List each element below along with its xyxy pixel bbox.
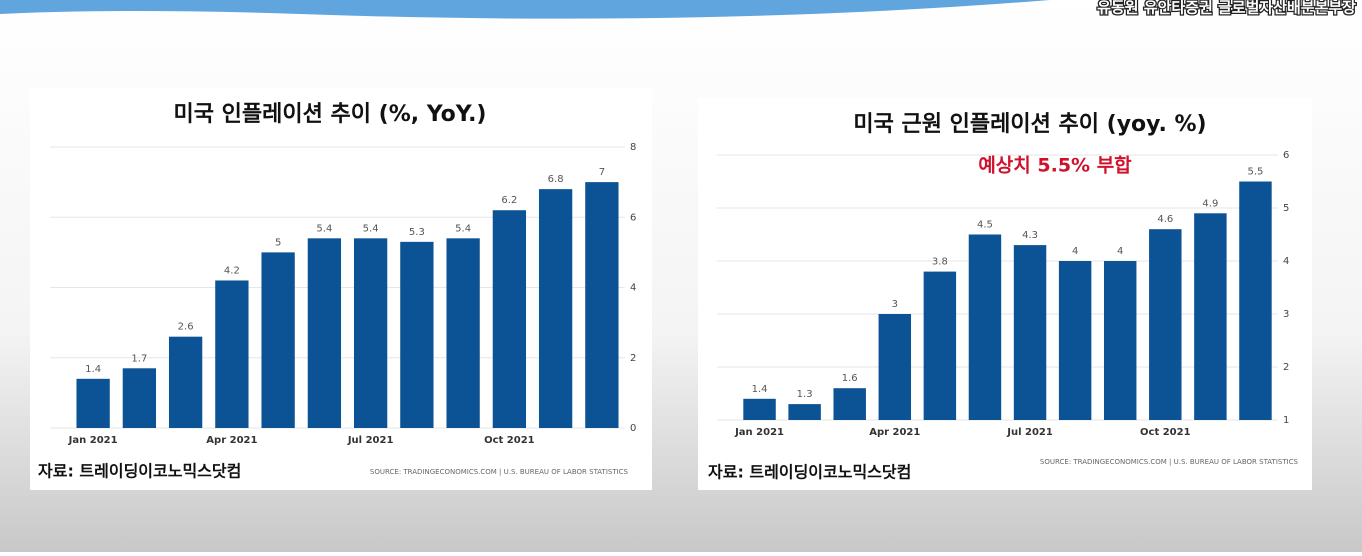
value-label: 1.6 (842, 373, 858, 384)
y-tick-label: 8 (630, 142, 636, 153)
bar (923, 271, 957, 420)
bar (215, 280, 249, 428)
chart-title: 미국 인플레이션 추이 (%, YoY.) (174, 102, 487, 127)
bar (76, 378, 110, 428)
bar (168, 336, 203, 428)
value-label: 3 (892, 299, 898, 310)
x-tick-label: Oct 2021 (1140, 427, 1191, 438)
value-label: 6.2 (501, 195, 517, 206)
credit: 자료: 트레이딩이코노믹스닷컴 (38, 462, 241, 481)
x-tick-label: Apr 2021 (206, 435, 257, 446)
bar (968, 234, 1002, 420)
bar (307, 238, 342, 428)
value-label: 5.5 (1248, 167, 1264, 178)
x-tick-label: Apr 2021 (869, 427, 920, 438)
chart-title: 미국 근원 인플레이션 추이 (yoy. %) (853, 112, 1206, 137)
y-tick-label: 6 (1283, 150, 1289, 161)
value-label: 4 (1117, 246, 1123, 257)
value-label: 3.8 (932, 257, 948, 268)
bar (1239, 181, 1272, 420)
bar (1194, 213, 1227, 420)
value-label: 4.3 (1022, 230, 1038, 241)
x-tick-label: Jul 2021 (347, 435, 394, 446)
bar (492, 210, 527, 428)
bar (1058, 261, 1092, 420)
y-tick-label: 2 (1283, 362, 1289, 373)
value-label: 2.6 (178, 322, 194, 333)
source: SOURCE: TRADINGECONOMICS.COM | U.S. BURE… (1040, 458, 1299, 466)
credit: 자료: 트레이딩이코노믹스닷컴 (708, 463, 911, 482)
value-label: 6.8 (548, 174, 564, 185)
bar (1103, 261, 1137, 420)
x-tick-label: Jan 2021 (734, 427, 784, 438)
bar (585, 182, 619, 428)
value-label: 5.4 (363, 223, 379, 234)
y-tick-label: 4 (630, 283, 636, 294)
bar (400, 241, 434, 428)
value-label: 1.7 (131, 353, 147, 364)
video-caption: 유동원 유안타증권 글로벌자산배분본부장 (1097, 0, 1356, 17)
bar (538, 189, 573, 428)
bar (833, 388, 866, 420)
value-label: 4.5 (977, 220, 993, 231)
value-label: 4.9 (1202, 198, 1218, 209)
x-tick-label: Oct 2021 (484, 435, 535, 446)
x-tick-label: Jul 2021 (1006, 427, 1053, 438)
value-label: 7 (599, 167, 605, 178)
value-label: 4.6 (1157, 214, 1173, 225)
bar (743, 398, 776, 420)
x-tick-label: Jan 2021 (68, 435, 118, 446)
annotation: 예상치 5.5% 부합 (978, 155, 1132, 177)
bar (446, 238, 480, 428)
bar (353, 238, 388, 428)
bar (122, 368, 157, 428)
top-arc (0, 0, 1050, 19)
value-label: 1.4 (85, 364, 101, 375)
bar (261, 252, 295, 428)
y-tick-label: 5 (1283, 203, 1289, 214)
source: SOURCE: TRADINGECONOMICS.COM | U.S. BURE… (370, 468, 629, 476)
y-tick-label: 3 (1283, 309, 1289, 320)
y-tick-label: 4 (1283, 256, 1289, 267)
bar (878, 314, 912, 420)
value-label: 5.4 (455, 223, 471, 234)
value-label: 5.4 (316, 223, 332, 234)
value-label: 4 (1072, 246, 1078, 257)
value-label: 5.3 (409, 227, 425, 238)
bar (1013, 245, 1047, 420)
value-label: 4.2 (224, 265, 240, 276)
value-label: 1.3 (797, 389, 813, 400)
value-label: 5 (275, 237, 281, 248)
bar (1149, 229, 1182, 420)
y-tick-label: 2 (630, 353, 636, 364)
value-label: 1.4 (752, 384, 768, 395)
y-tick-label: 1 (1283, 415, 1289, 426)
bar (788, 404, 821, 420)
y-tick-label: 0 (630, 423, 636, 434)
y-tick-label: 6 (630, 212, 636, 223)
